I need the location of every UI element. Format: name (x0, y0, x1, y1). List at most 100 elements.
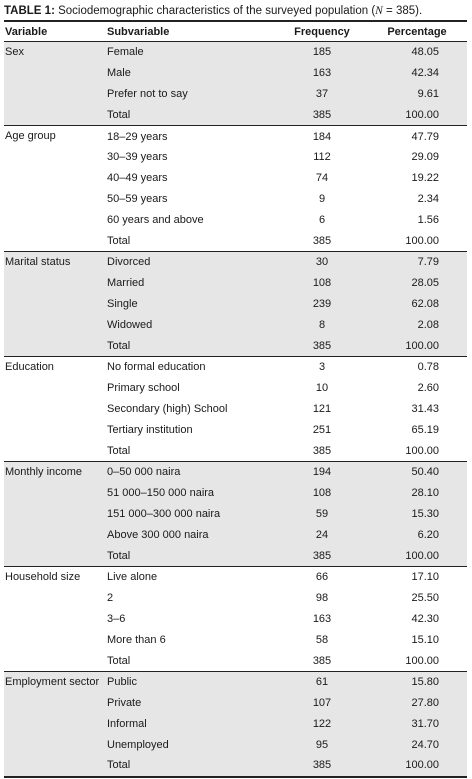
percentage-cell: 28.10 (367, 482, 467, 504)
table-row: More than 6 58 15.10 (4, 629, 467, 650)
variable-cell: Education (5, 360, 54, 373)
subvariable-cell: 3–6 (107, 612, 126, 625)
percentage-cell: 62.08 (367, 293, 467, 315)
percentage-cell: 24.70 (367, 734, 467, 756)
table-row: Primary school 10 2.60 (4, 378, 467, 399)
percentage-cell: 48.05 (367, 41, 467, 63)
table-row: Married 108 28.05 (4, 272, 467, 294)
header-frequency: Frequency (294, 25, 350, 38)
frequency-cell: 58 (315, 633, 329, 646)
subvariable-cell: 18–29 years (107, 130, 168, 143)
group-age-group: Age group 18–29 years 184 47.79 30–39 years 1… (4, 126, 467, 252)
subvariable-cell: Male (107, 62, 277, 84)
variable-cell: Sex (4, 41, 107, 126)
table-total-row: Total 385 100.00 (4, 755, 467, 777)
subvariable-cell: Private (107, 692, 277, 714)
percentage-cell: 27.80 (367, 692, 467, 714)
group-employment-sector: Employment sector Public 61 15.80 Private 107… (4, 671, 467, 777)
percentage-cell: 65.19 (411, 423, 439, 436)
table-caption-label: TABLE 1: (4, 5, 55, 17)
subvariable-cell: Widowed (107, 314, 277, 336)
header-percentage: Percentage (387, 25, 447, 38)
frequency-cell: 24 (277, 524, 367, 546)
subvariable-cell: Total (107, 444, 131, 457)
percentage-cell: 9.61 (367, 83, 467, 105)
subvariable-cell: Single (107, 293, 277, 315)
subvariable-cell: No formal education (107, 361, 206, 374)
table-row: 2 98 25.50 (4, 588, 467, 609)
frequency-cell: 66 (315, 571, 329, 584)
table-row: Informal 122 31.70 (4, 713, 467, 735)
table-total-row: Total 385 100.00 (4, 545, 467, 567)
table-row: Single 239 62.08 (4, 293, 467, 315)
subvariable-cell: Total (107, 545, 277, 567)
percentage-cell: 42.34 (367, 62, 467, 84)
frequency-cell: 8 (277, 314, 367, 336)
subvariable-cell: Female (107, 41, 277, 63)
frequency-cell: 98 (315, 592, 329, 605)
frequency-cell: 112 (313, 151, 331, 164)
frequency-cell: 385 (312, 444, 332, 457)
percentage-cell: 100.00 (367, 104, 467, 126)
table-row: Marital status Divorced 30 7.79 (4, 251, 467, 357)
subvariable-cell: Prefer not to say (107, 83, 277, 105)
subvariable-cell: Secondary (high) School (107, 402, 228, 415)
table-row: Education No formal education 3 0.78 (4, 356, 467, 377)
table-total-row: Total 385 100.00 (4, 104, 467, 126)
subvariable-cell: 51 000–150 000 naira (107, 482, 277, 504)
subvariable-cell: 2 (107, 592, 114, 605)
frequency-cell: 37 (277, 83, 367, 105)
percentage-cell: 31.43 (411, 402, 439, 415)
table-caption-text: Sociodemographic characteristics of the … (54, 5, 376, 17)
frequency-cell: 6 (318, 213, 326, 226)
table-row: Household size Live alone 66 17.10 (4, 566, 467, 587)
frequency-cell: 9 (318, 192, 326, 205)
percentage-cell: 15.80 (367, 671, 467, 693)
subvariable-cell: Total (107, 755, 277, 777)
subvariable-cell: 60 years and above (107, 213, 204, 226)
table-row: Private 107 27.80 (4, 692, 467, 714)
percentage-cell: 100.00 (405, 654, 439, 667)
subvariable-cell: Divorced (107, 251, 277, 273)
frequency-cell: 385 (277, 335, 367, 357)
variable-cell: Household size (5, 570, 81, 583)
table-total-row: Total 385 100.00 (4, 335, 467, 357)
percentage-cell: 29.09 (411, 151, 439, 164)
table-row: 151 000–300 000 naira 59 15.30 (4, 503, 467, 525)
frequency-cell: 251 (312, 423, 332, 436)
frequency-cell: 163 (312, 612, 332, 625)
percentage-cell: 2.08 (367, 314, 467, 336)
subvariable-cell: 40–49 years (107, 172, 168, 185)
subvariable-cell: 50–59 years (107, 192, 168, 205)
frequency-cell: 3 (318, 361, 326, 374)
frequency-cell: 108 (277, 482, 367, 504)
subvariable-cell: 0–50 000 naira (107, 461, 277, 483)
header-subvariable: Subvariable (107, 25, 170, 38)
table-row: Prefer not to say 37 9.61 (4, 83, 467, 105)
percentage-cell: 1.56 (417, 213, 439, 226)
percentage-cell: 100.00 (367, 755, 467, 777)
table-total-row: Total 385 100.00 (4, 440, 467, 461)
percentage-cell: 42.30 (411, 612, 439, 625)
table-total-row: Total 385 100.00 (4, 230, 467, 251)
percentage-cell: 100.00 (367, 545, 467, 567)
table-row: 51 000–150 000 naira 108 28.10 (4, 482, 467, 504)
frequency-cell: 385 (277, 104, 367, 126)
subvariable-cell: Tertiary institution (107, 423, 193, 436)
variable-cell: Marital status (4, 251, 107, 357)
table-total-row: Total 385 100.00 (4, 650, 467, 671)
subvariable-cell: Total (107, 234, 131, 247)
frequency-cell: 121 (312, 402, 332, 415)
header-row: Variable Subvariable Frequency Percentag… (4, 21, 467, 42)
table-row: Secondary (high) School 121 31.43 (4, 399, 467, 420)
header-variable: Variable (5, 25, 48, 38)
percentage-cell: 28.05 (367, 272, 467, 294)
frequency-cell: 385 (312, 234, 332, 247)
table-caption-n-value: = 385). (382, 5, 423, 17)
variable-cell: Employment sector (4, 671, 107, 777)
table-row: Age group 18–29 years 184 47.79 (4, 126, 467, 147)
frequency-cell: 163 (277, 62, 367, 84)
frequency-cell: 194 (277, 461, 367, 483)
subvariable-cell: Informal (107, 713, 277, 735)
